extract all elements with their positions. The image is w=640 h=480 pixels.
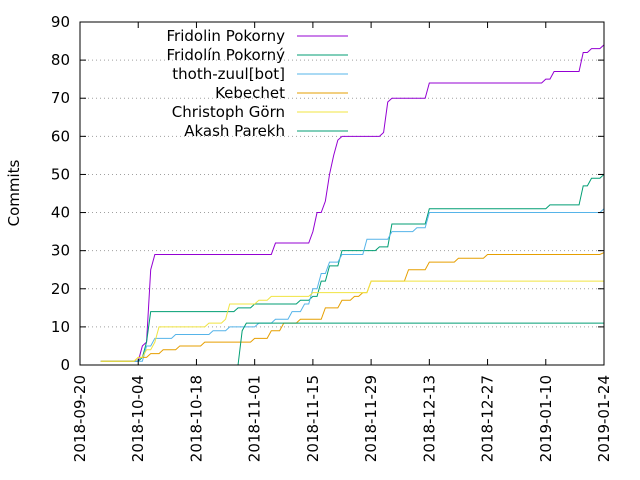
- x-axis-ticks: 2018-09-20 2018-10-04 2018-10-18 2018-11-01…: [71, 22, 613, 462]
- legend-label: Akash Parekh: [184, 122, 285, 140]
- y-tick-label: 20: [51, 280, 70, 298]
- legend-label: Kebechet: [215, 84, 285, 102]
- series-line: [100, 174, 605, 362]
- x-tick-label: 2019-01-10: [537, 375, 555, 462]
- x-tick-label: 2018-10-04: [129, 375, 147, 462]
- series-line: [100, 208, 605, 362]
- x-tick-label: 2018-10-18: [187, 375, 205, 462]
- grid-lines: [80, 59, 604, 328]
- y-tick-label: 60: [51, 127, 70, 145]
- series-line: [100, 280, 604, 362]
- y-axis-ticks: 0 10 20 30 40 50 60 70 80 90: [51, 13, 604, 374]
- y-axis-label: Commits: [5, 159, 23, 226]
- x-tick-label: 2019-01-24: [595, 375, 613, 462]
- series-lines: [100, 44, 605, 366]
- y-tick-label: 90: [51, 13, 70, 31]
- legend-label: Christoph Görn: [172, 103, 285, 121]
- x-tick-label: 2018-11-29: [362, 375, 380, 462]
- y-tick-label: 50: [51, 165, 70, 183]
- y-tick-label: 80: [51, 51, 70, 69]
- x-tick-label: 2018-09-20: [71, 375, 89, 462]
- legend-label: Fridolín Pokorný: [167, 46, 286, 64]
- legend-label: Fridolin Pokorny: [167, 27, 286, 45]
- series-line: [237, 322, 604, 366]
- y-tick-label: 40: [51, 204, 70, 222]
- plot-frame: [79, 21, 605, 366]
- series-line: [100, 252, 605, 362]
- y-tick-label: 30: [51, 242, 70, 260]
- y-tick-label: 0: [60, 356, 70, 374]
- x-tick-label: 2018-11-15: [304, 375, 322, 462]
- y-tick-label: 70: [51, 89, 70, 107]
- y-tick-label: 10: [51, 318, 70, 336]
- series-line: [100, 44, 605, 362]
- x-tick-label: 2018-12-27: [479, 375, 497, 462]
- x-tick-label: 2018-12-13: [420, 375, 438, 462]
- x-tick-label: 2018-11-01: [246, 375, 264, 462]
- legend-label: thoth-zuul[bot]: [172, 65, 285, 83]
